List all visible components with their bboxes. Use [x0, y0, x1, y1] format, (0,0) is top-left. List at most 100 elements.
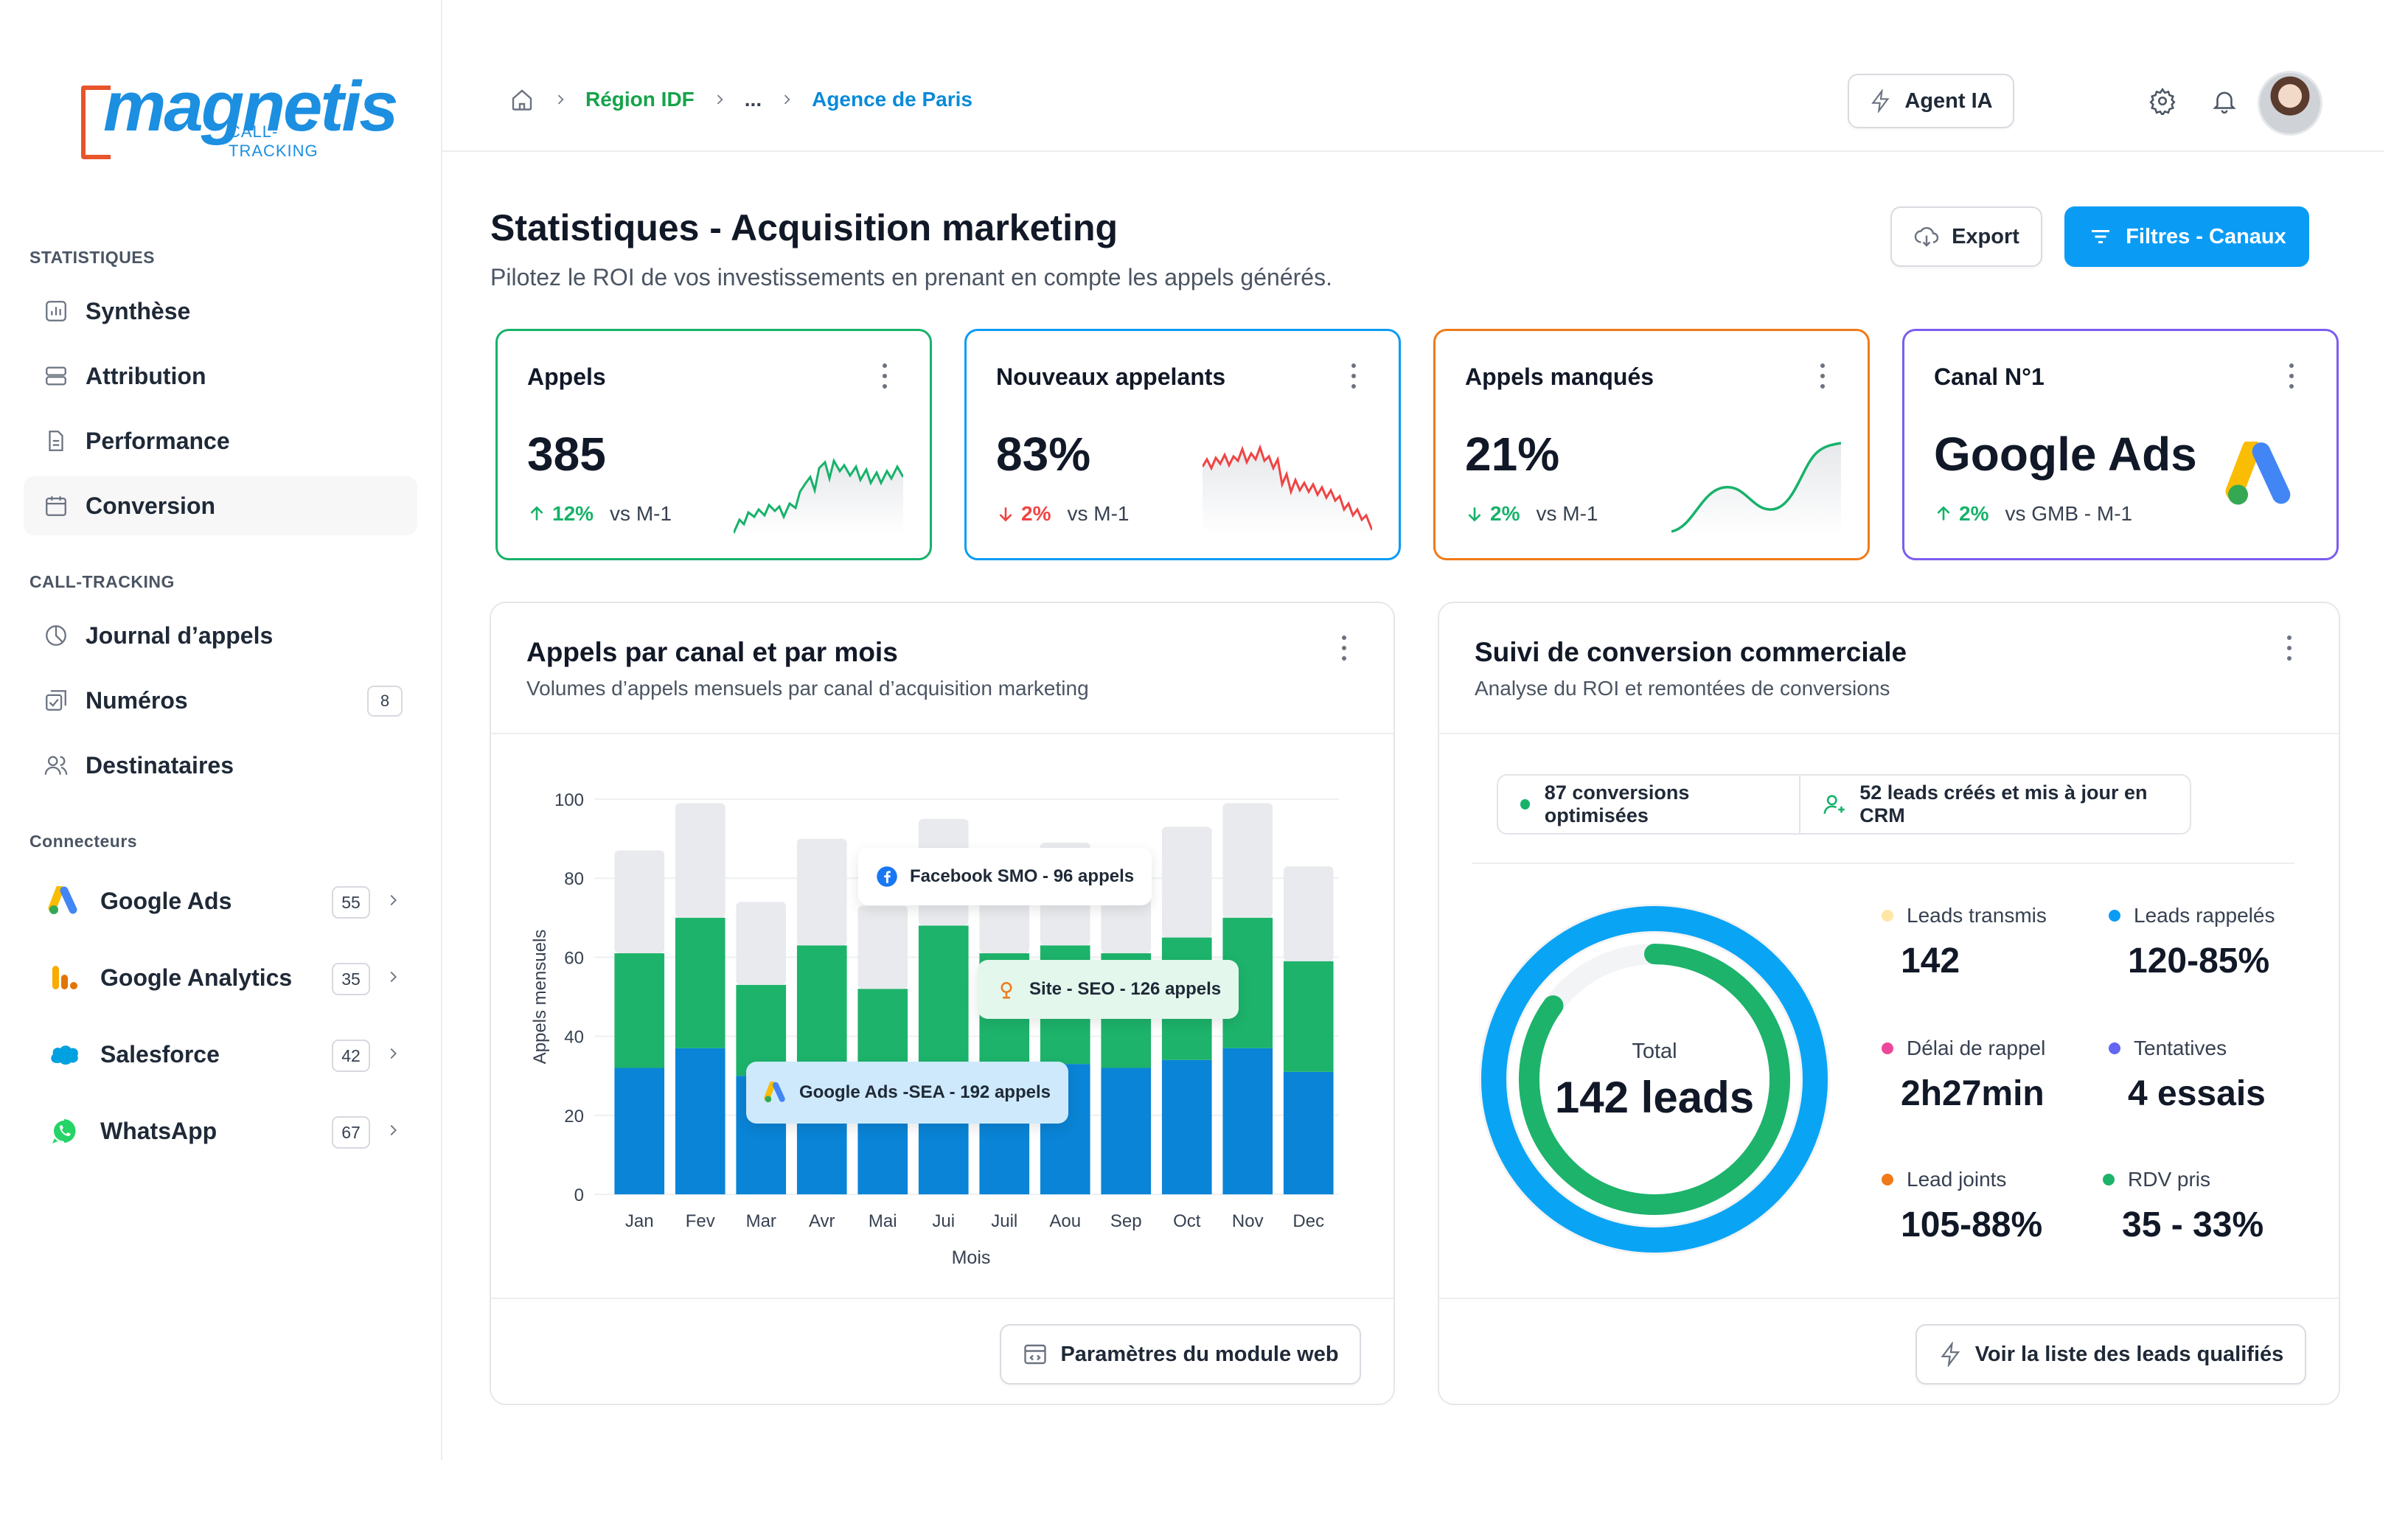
sidebar-item-conversion[interactable]: Conversion [24, 476, 417, 535]
bar-google-ads-sea-jan [614, 1068, 665, 1194]
location-pin-icon [995, 978, 1017, 1000]
donut-total-label: Total [1632, 1040, 1677, 1063]
stat-lead-joints-value: 105-88% [1901, 1205, 2043, 1244]
bar-site-seo-mai [857, 989, 908, 1076]
avatar[interactable] [2258, 71, 2322, 136]
kebab-menu-icon[interactable] [2286, 636, 2293, 661]
chevron-right-icon[interactable] [380, 1041, 406, 1066]
kebab-menu-icon[interactable] [1819, 363, 1826, 389]
stat-tentatives-value: 4 essais [2128, 1074, 2266, 1113]
sidebar-item-journal[interactable]: Journal d’appels [24, 606, 417, 665]
kpi-label: Appels manqués [1465, 363, 1654, 390]
bar-google-ads-sea-sep [1101, 1068, 1152, 1194]
kpi-label: Canal N°1 [1934, 363, 2045, 390]
kpi-delta-value: 2% [1021, 502, 1051, 525]
stat-tentatives-label: Tentatives [2109, 1037, 2227, 1060]
x-tick-label: Fev [686, 1211, 715, 1231]
kebab-menu-icon[interactable] [1350, 363, 1357, 389]
document-icon [41, 426, 71, 456]
y-tick-label: 20 [564, 1107, 584, 1127]
chevron-right-icon[interactable] [380, 964, 406, 989]
sidebar-item-performance[interactable]: Performance [24, 411, 417, 470]
brand-logo[interactable]: magnetis CALL-TRACKING [81, 67, 398, 160]
qualified-leads-button[interactable]: Voir la liste des leads qualifiés [1915, 1324, 2306, 1385]
web-module-settings-button[interactable]: Paramètres du module web [1000, 1324, 1361, 1385]
sidebar-item-destinataires[interactable]: Destinataires [24, 736, 417, 795]
divider [491, 1298, 1393, 1299]
divider [491, 733, 1393, 734]
filter-channels-button[interactable]: Filtres - Canaux [2064, 206, 2309, 267]
legend-dot-icon [2109, 910, 2120, 922]
chevron-right-icon [712, 92, 727, 107]
connector-google-ads[interactable]: Google Ads 55 [24, 870, 417, 932]
stat-leads-rappeles-value: 120-85% [2128, 941, 2270, 981]
sidebar-item-label: Conversion [86, 492, 216, 519]
kpi-delta-value: 2% [1490, 502, 1520, 525]
kpi-compare: vs M-1 [610, 502, 672, 525]
kpi-card-nouveaux-appelants[interactable]: Nouveaux appelants 83% 2% vs M-1 [964, 329, 1401, 560]
breadcrumb-region[interactable]: Région IDF [585, 88, 695, 111]
page-title: Statistiques - Acquisition marketing [490, 207, 1118, 248]
pill-conversions[interactable]: 87 conversions optimisées [1498, 776, 1801, 833]
sidebar-item-label: Attribution [86, 362, 206, 389]
kpi-card-appels[interactable]: Appels 385 12% vs M-1 [495, 329, 932, 560]
kpi-sparkline [1671, 442, 1841, 535]
conversion-panel-subtitle: Analyse du ROI et remontées de conversio… [1475, 677, 1890, 700]
connector-count-badge: 42 [332, 1040, 370, 1072]
sidebar-item-attribution[interactable]: Attribution [24, 347, 417, 405]
pill-leads[interactable]: 52 leads créés et mis à jour en CRM [1800, 776, 2190, 833]
sidebar-item-synthese[interactable]: Synthèse [24, 282, 417, 341]
chevron-right-icon[interactable] [380, 1118, 406, 1143]
bar-site-seo-jui [918, 925, 969, 1065]
x-tick-label: Jui [932, 1211, 955, 1231]
bar-facebook-smo-mar [736, 902, 787, 985]
connector-google-analytics[interactable]: Google Analytics 35 [24, 947, 417, 1009]
settings-button[interactable] [2143, 81, 2182, 121]
breadcrumb-ellipsis[interactable]: ... [744, 88, 762, 111]
connector-label: Salesforce [100, 1040, 220, 1068]
bar-facebook-smo-dec [1283, 866, 1334, 961]
kpi-compare: vs M-1 [1536, 502, 1598, 525]
chevron-right-icon[interactable] [380, 888, 406, 913]
pie-icon [41, 621, 71, 650]
x-tick-label: Oct [1173, 1211, 1201, 1231]
facebook-icon [876, 866, 898, 888]
kebab-menu-icon[interactable] [881, 363, 888, 389]
stat-lead-joints-label: Lead joints [1882, 1168, 2006, 1191]
app-window: magnetis CALL-TRACKING STATISTIQUES Synt… [24, 0, 2384, 1460]
kebab-menu-icon[interactable] [2288, 363, 2295, 389]
topbar: Région IDF ... Agence de Paris Agent IA [442, 0, 2384, 152]
stat-delai-label: Délai de rappel [1882, 1037, 2045, 1060]
breadcrumb-agence[interactable]: Agence de Paris [812, 88, 972, 111]
connector-salesforce[interactable]: Salesforce 42 [24, 1023, 417, 1085]
stat-label-text: Délai de rappel [1907, 1037, 2046, 1059]
tooltip-facebook-label: Facebook SMO - 96 appels [910, 866, 1135, 886]
kpi-card-appels-manques[interactable]: Appels manqués 21% 2% vs M-1 [1433, 329, 1870, 560]
chart-panel: Appels par canal et par mois Volumes d’a… [490, 602, 1395, 1405]
kpi-sparkline [1203, 444, 1372, 535]
kebab-menu-icon[interactable] [1340, 636, 1348, 661]
home-icon[interactable] [509, 86, 535, 113]
tooltip-seo-label: Site - SEO - 126 appels [1029, 979, 1222, 999]
y-axis-label: Appels mensuels [530, 930, 550, 1065]
kpi-sparkline [734, 458, 903, 535]
stat-delai-value: 2h27min [1901, 1074, 2045, 1113]
divider [1439, 733, 2339, 734]
bell-icon [2210, 87, 2238, 115]
sidebar-item-label: Journal d’appels [86, 621, 274, 649]
google-ads-icon [47, 884, 81, 918]
connector-whatsapp[interactable]: WhatsApp 67 [24, 1100, 417, 1162]
breadcrumb: Région IDF ... Agence de Paris [509, 86, 972, 113]
tooltip-google-ads-label: Google Ads -SEA - 192 appels [799, 1082, 1051, 1102]
section-title-stats: STATISTIQUES [29, 248, 155, 267]
notifications-button[interactable] [2205, 81, 2244, 121]
x-tick-label: Dec [1292, 1211, 1324, 1231]
bar-google-ads-sea-oct [1161, 1059, 1212, 1194]
agent-ia-button[interactable]: Agent IA [1848, 74, 2014, 128]
sidebar-item-numeros[interactable]: Numéros 8 [24, 671, 417, 730]
logo-tagline: CALL-TRACKING [229, 122, 319, 160]
bar-site-seo-avr [796, 945, 847, 1065]
kpi-card-canal-n1[interactable]: Canal N°1 Google Ads 2% vs GMB - M-1 [1902, 329, 2339, 560]
conversion-pills-group: 87 conversions optimisées 52 leads créés… [1497, 774, 2191, 835]
export-button[interactable]: Export [1890, 206, 2042, 267]
